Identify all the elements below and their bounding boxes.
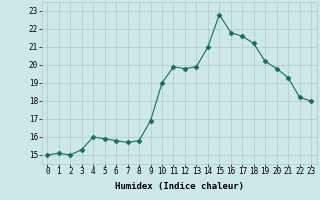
X-axis label: Humidex (Indice chaleur): Humidex (Indice chaleur) (115, 182, 244, 191)
